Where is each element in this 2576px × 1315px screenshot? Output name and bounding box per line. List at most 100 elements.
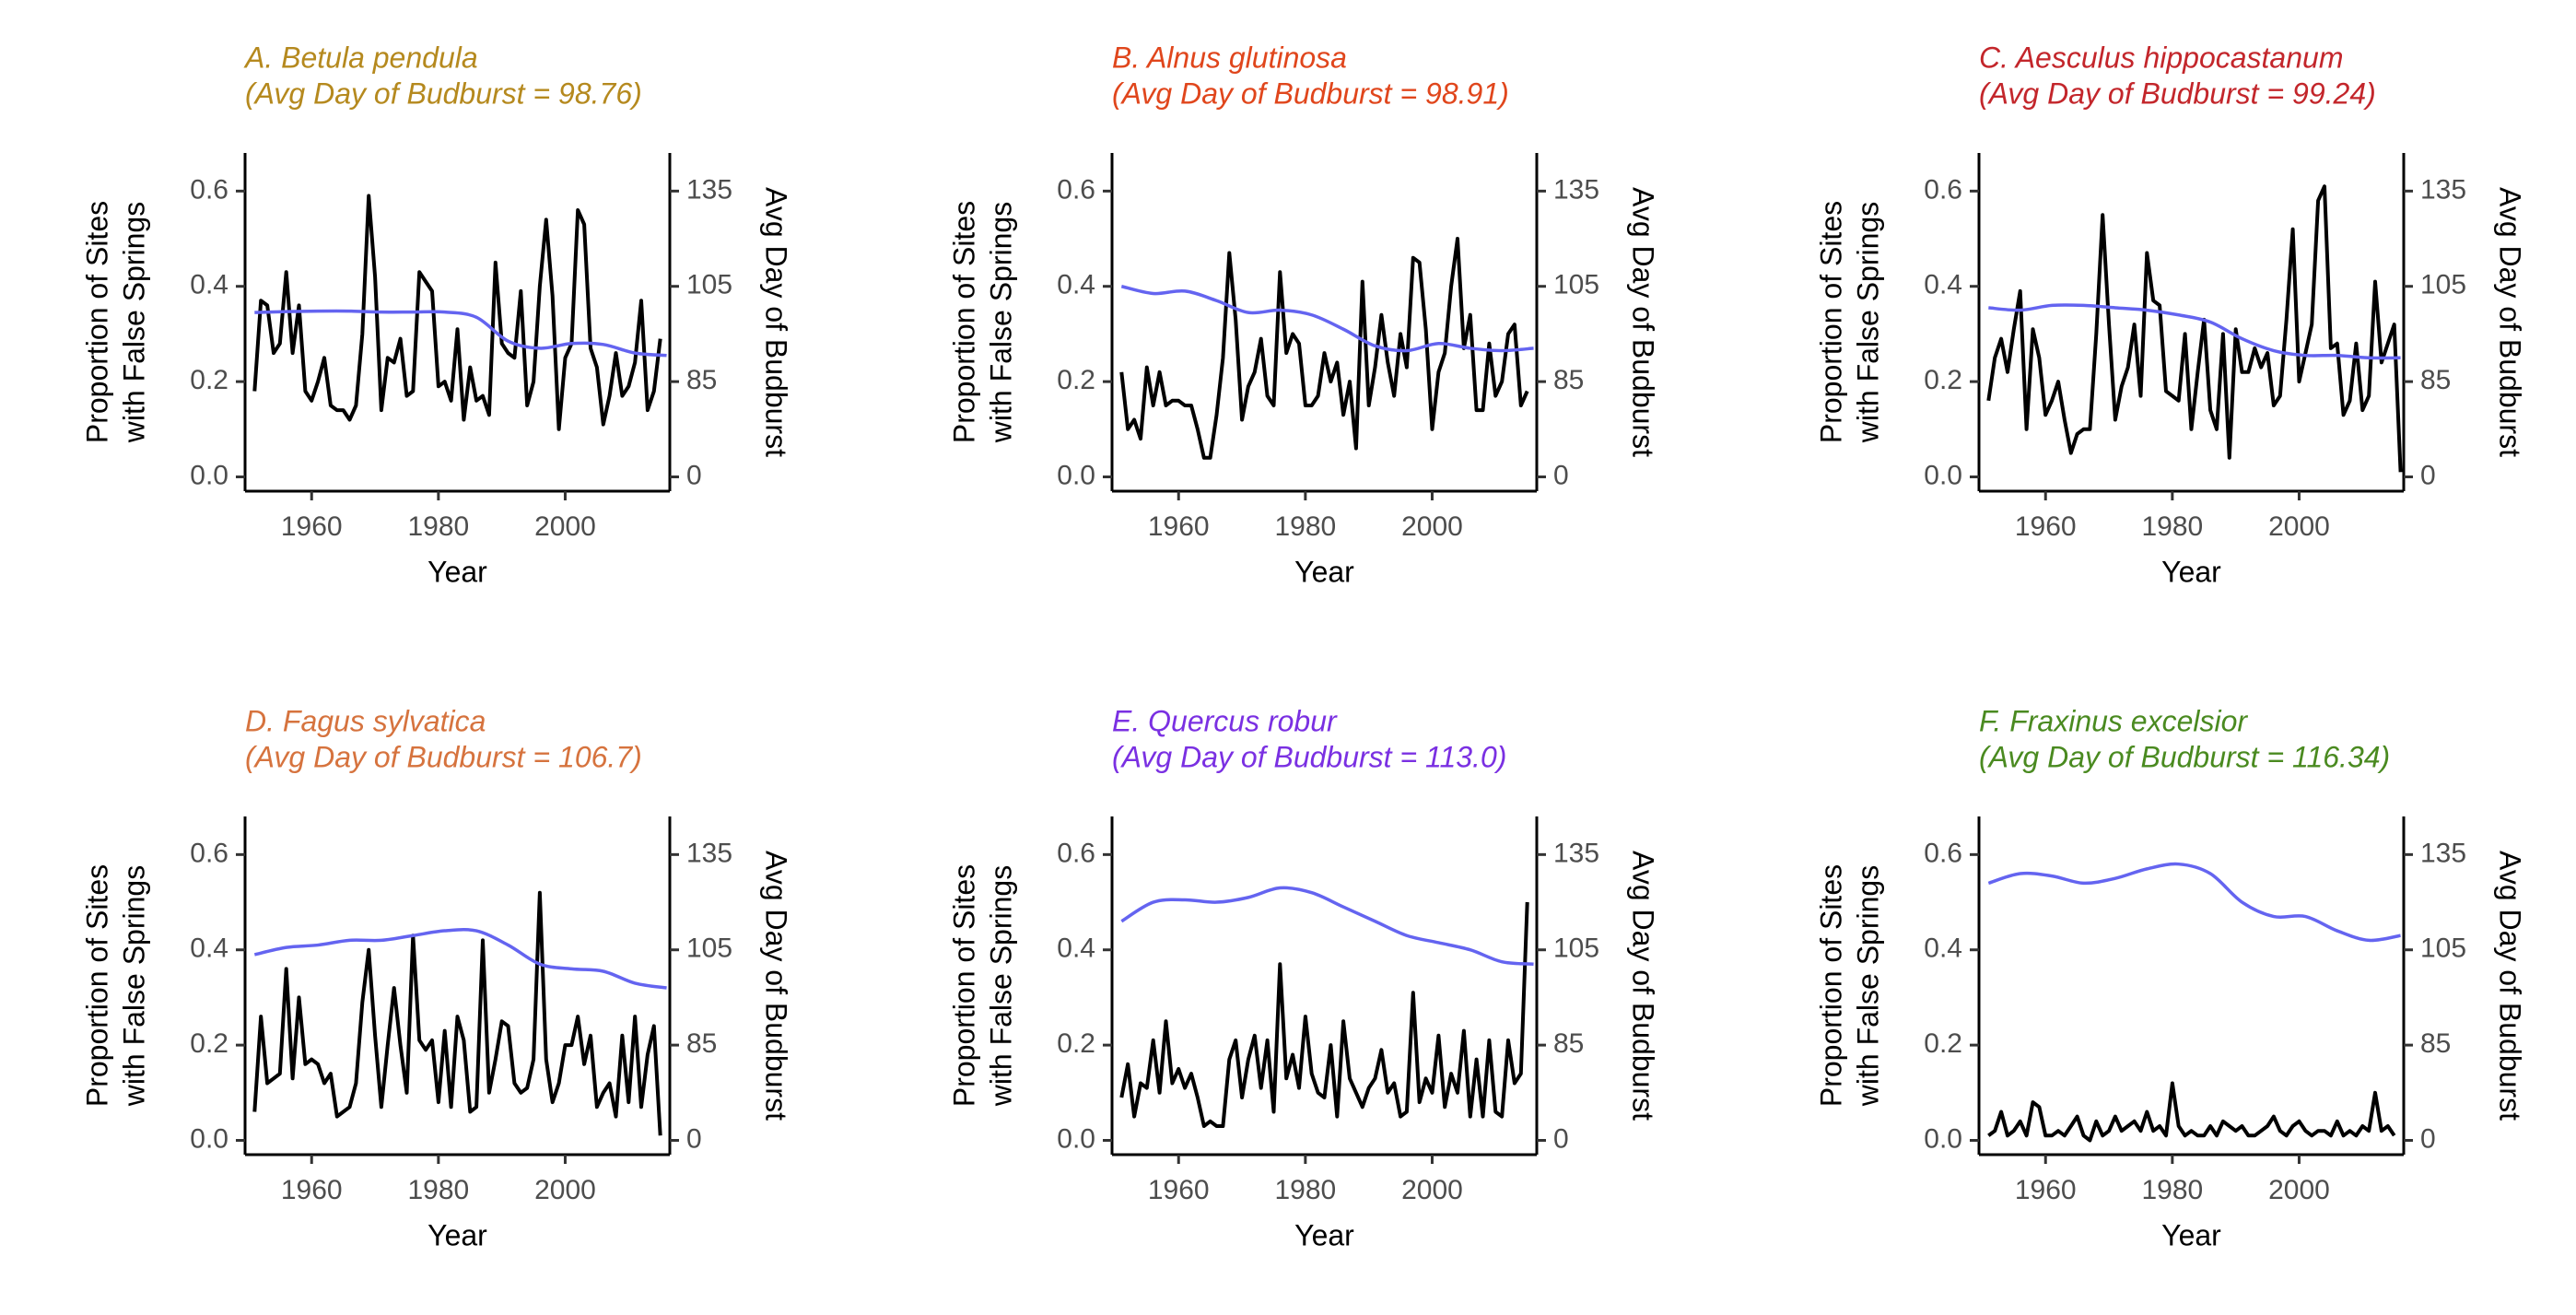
y2-tick-label: 135 [686,174,732,205]
y-tick-label: 0.4 [190,933,228,964]
panel-title: B. Alnus glutinosa [1112,41,1347,74]
y-axis-title: with False Springs [1851,202,1884,443]
y-tick-label: 0.4 [1924,933,1962,964]
x-tick-label: 1980 [2141,511,2203,542]
y-tick-label: 0.0 [1924,460,1962,490]
y-tick-label: 0.2 [1057,365,1095,395]
x-tick-label: 1960 [281,1175,343,1205]
panel: C. Aesculus hippocastanum(Avg Day of Bud… [1814,41,2526,588]
y2-tick-label: 0 [1553,1123,1569,1154]
x-tick-label: 2000 [2268,511,2330,542]
panel: E. Quercus robur(Avg Day of Budburst = 1… [947,704,1659,1251]
y2-axis-title: Avg Day of Budburst [1627,851,1660,1121]
y-tick-label: 0.4 [190,270,228,300]
x-tick-label: 1980 [1274,511,1336,542]
y-axis-title: Proportion of Sites [80,201,113,443]
y-axis-title: Proportion of Sites [1814,864,1847,1107]
y2-tick-label: 85 [1553,1028,1584,1059]
y-axis-title: with False Springs [984,202,1017,443]
panel-title: C. Aesculus hippocastanum [1979,41,2343,74]
y2-tick-label: 135 [1553,174,1599,205]
y-tick-label: 0.6 [190,174,228,205]
y2-tick-label: 0 [686,460,702,490]
y-axis-title: with False Springs [117,202,150,443]
y-tick-label: 0.4 [1924,270,1962,300]
panel-subtitle: (Avg Day of Budburst = 98.91) [1112,76,1509,110]
x-tick-label: 2000 [2268,1175,2330,1205]
x-tick-label: 2000 [534,1175,596,1205]
x-axis-title: Year [2161,1218,2221,1251]
y2-tick-label: 85 [2420,1028,2451,1059]
y2-tick-label: 135 [2420,174,2466,205]
budburst-line [1987,862,2401,943]
y-tick-label: 0.4 [1057,933,1095,964]
y-axis-title: Proportion of Sites [947,864,980,1107]
y-tick-label: 0.2 [190,365,228,395]
x-tick-label: 1960 [281,511,343,542]
budburst-line [1120,285,1534,353]
y2-tick-label: 0 [686,1123,702,1154]
budburst-line [254,309,667,358]
y-tick-label: 0.2 [190,1028,228,1059]
y2-tick-label: 85 [686,365,717,395]
x-tick-label: 2000 [1401,511,1463,542]
budburst-line [253,927,667,990]
y-tick-label: 0.2 [1057,1028,1095,1059]
false-spring-line [1986,184,2403,473]
y2-tick-label: 0 [2420,460,2436,490]
y-tick-label: 0.6 [1057,838,1095,868]
panel-subtitle: (Avg Day of Budburst = 99.24) [1979,76,2376,110]
x-tick-label: 2000 [534,511,596,542]
panel: A. Betula pendula(Avg Day of Budburst = … [80,41,792,588]
y2-tick-label: 105 [686,933,732,964]
panel-subtitle: (Avg Day of Budburst = 98.76) [245,76,642,110]
y-tick-label: 0.6 [1924,174,1962,205]
budburst-line [1120,886,1534,966]
panel-title: E. Quercus robur [1112,704,1338,737]
panel: D. Fagus sylvatica(Avg Day of Budburst =… [80,704,792,1251]
y2-axis-title: Avg Day of Budburst [760,187,793,457]
y2-tick-label: 135 [2420,838,2466,868]
y2-tick-label: 85 [2420,365,2451,395]
y2-tick-label: 105 [686,270,732,300]
x-tick-label: 1960 [1148,511,1210,542]
y-tick-label: 0.6 [1924,838,1962,868]
y-axis-title: Proportion of Sites [80,864,113,1107]
y2-tick-label: 105 [2420,933,2466,964]
x-tick-label: 2000 [1401,1175,1463,1205]
x-tick-label: 1980 [1274,1175,1336,1205]
y-tick-label: 0.6 [190,838,228,868]
x-axis-title: Year [1294,1218,1354,1251]
x-tick-label: 1980 [407,511,469,542]
y2-tick-label: 85 [686,1028,717,1059]
panel-title: F. Fraxinus excelsior [1979,704,2248,737]
x-tick-label: 1960 [2015,511,2077,542]
y-tick-label: 0.2 [1924,365,1962,395]
x-axis-title: Year [1294,555,1354,588]
y2-tick-label: 135 [1553,838,1599,868]
x-axis-title: Year [2161,555,2221,588]
y-tick-label: 0.2 [1924,1028,1962,1059]
y-tick-label: 0.0 [1924,1123,1962,1154]
x-tick-label: 1960 [1148,1175,1210,1205]
y2-axis-title: Avg Day of Budburst [2494,851,2527,1121]
panel: F. Fraxinus excelsior(Avg Day of Budburs… [1814,704,2526,1251]
x-axis-title: Year [427,1218,487,1251]
y2-axis-title: Avg Day of Budburst [760,851,793,1121]
y-tick-label: 0.0 [190,460,228,490]
y-axis-title: with False Springs [984,865,1017,1107]
y-axis-title: with False Springs [1851,865,1884,1107]
y-tick-label: 0.0 [1057,1123,1095,1154]
y2-tick-label: 105 [2420,270,2466,300]
panel-subtitle: (Avg Day of Budburst = 106.7) [245,740,642,773]
false-spring-line [1987,1081,2396,1143]
y2-tick-label: 135 [686,838,732,868]
y-tick-label: 0.0 [1057,460,1095,490]
panel: B. Alnus glutinosa(Avg Day of Budburst =… [947,41,1659,588]
y2-axis-title: Avg Day of Budburst [1627,187,1660,457]
budburst-line [1988,303,2401,360]
panel-title: A. Betula pendula [243,41,478,74]
false-spring-line [1119,237,1529,460]
y-tick-label: 0.0 [190,1123,228,1154]
